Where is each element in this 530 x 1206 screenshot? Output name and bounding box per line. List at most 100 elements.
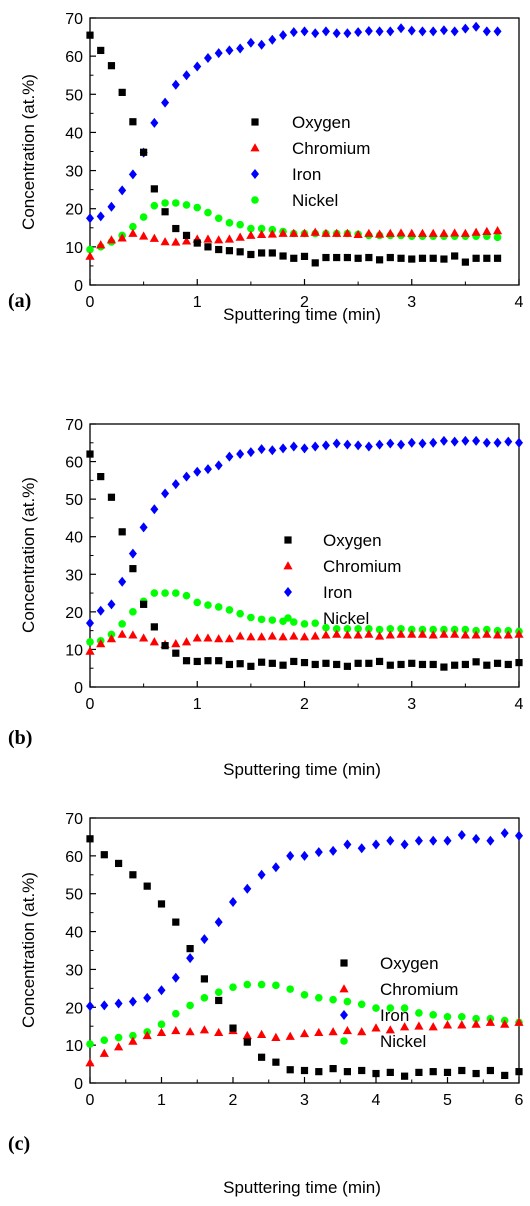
data-point-iron — [225, 451, 234, 462]
y-tick-label: 50 — [65, 887, 83, 904]
data-point-iron — [450, 26, 459, 37]
x-tick-label: 0 — [86, 294, 95, 311]
data-point-nickel — [315, 994, 323, 1002]
x-tick-label: 4 — [515, 294, 524, 311]
data-point-chromium — [139, 231, 149, 240]
data-point-iron — [332, 28, 341, 39]
data-point-oxygen — [333, 253, 341, 262]
data-point-oxygen — [258, 1053, 266, 1061]
data-point-chromium — [310, 631, 320, 640]
data-point-chromium — [85, 1058, 95, 1067]
data-point-oxygen — [86, 31, 94, 39]
data-point-oxygen — [229, 1024, 237, 1032]
data-point-iron — [300, 443, 309, 454]
data-point-iron — [214, 48, 223, 59]
data-point-nickel — [243, 980, 252, 989]
data-point-chromium — [500, 1019, 510, 1028]
data-point-oxygen — [408, 659, 416, 667]
data-point-nickel — [386, 624, 395, 633]
data-point-chromium — [271, 1032, 281, 1041]
data-point-chromium — [342, 228, 352, 237]
data-point-iron — [418, 438, 427, 449]
data-point-chromium — [396, 228, 406, 237]
data-point-iron — [100, 1000, 109, 1011]
data-point-nickel — [182, 591, 191, 600]
data-point-nickel — [483, 625, 491, 634]
data-point-chromium — [257, 1029, 267, 1038]
data-point-iron — [268, 445, 277, 456]
data-point-chromium — [117, 629, 127, 638]
x-axis-label: Sputtering time (min) — [223, 305, 381, 324]
data-point-nickel — [200, 994, 209, 1002]
data-point-nickel — [461, 625, 470, 634]
y-tick-label: 40 — [65, 125, 83, 142]
data-point-iron — [186, 953, 195, 964]
y-axis-label: Concentration (at.%) — [19, 477, 38, 633]
data-point-oxygen — [236, 660, 244, 668]
data-point-nickel — [386, 1004, 395, 1012]
data-point-iron — [321, 26, 330, 37]
data-point-nickel — [322, 623, 330, 632]
data-point-iron — [96, 605, 105, 616]
data-point-oxygen — [225, 247, 234, 255]
data-point-nickel — [236, 220, 244, 229]
data-point-oxygen — [343, 253, 351, 262]
data-point-nickel — [311, 619, 320, 627]
data-point-chromium — [156, 1027, 167, 1037]
data-point-chromium — [492, 630, 503, 639]
data-point-oxygen — [143, 882, 151, 890]
legend-marker-nickel — [251, 196, 259, 204]
data-point-iron — [225, 45, 234, 56]
data-point-oxygen — [429, 1068, 437, 1076]
data-point-chromium — [96, 638, 106, 648]
data-point-nickel — [257, 615, 266, 624]
data-point-oxygen — [172, 918, 180, 926]
data-point-iron — [343, 28, 352, 39]
data-point-oxygen — [429, 254, 437, 262]
data-point-nickel — [214, 214, 223, 223]
data-point-nickel — [186, 1001, 194, 1010]
data-point-iron — [386, 835, 395, 846]
data-point-nickel — [458, 1012, 466, 1021]
y-tick-label: 30 — [65, 164, 83, 181]
data-point-oxygen — [150, 185, 158, 193]
data-point-oxygen — [258, 249, 266, 257]
data-point-oxygen — [375, 256, 384, 264]
series-iron — [86, 435, 523, 629]
data-point-iron — [114, 998, 123, 1009]
data-point-oxygen — [311, 660, 319, 669]
data-point-iron — [96, 211, 105, 222]
legend-label-nickel: Nickel — [380, 1032, 426, 1051]
data-point-iron — [375, 439, 384, 450]
data-point-chromium — [285, 1031, 295, 1040]
data-point-nickel — [397, 624, 405, 633]
data-point-chromium — [428, 228, 438, 237]
data-point-chromium — [106, 634, 117, 643]
data-point-iron — [243, 883, 252, 894]
data-point-oxygen — [157, 900, 166, 908]
data-point-iron — [161, 97, 170, 108]
data-point-iron — [257, 39, 266, 50]
data-point-chromium — [400, 1022, 410, 1031]
data-point-chromium — [396, 629, 406, 638]
data-point-oxygen — [161, 208, 169, 216]
y-tick-label: 60 — [65, 455, 83, 472]
legend-label-iron: Iron — [380, 1006, 409, 1025]
data-point-oxygen — [97, 473, 105, 481]
data-point-oxygen — [386, 661, 394, 669]
data-point-oxygen — [86, 450, 94, 458]
y-tick-label: 60 — [65, 849, 83, 866]
data-point-nickel — [440, 625, 448, 634]
data-point-iron — [414, 835, 423, 846]
data-point-iron — [504, 436, 513, 447]
data-point-chromium — [364, 228, 374, 237]
data-point-nickel — [129, 1031, 137, 1040]
data-point-iron — [364, 25, 373, 36]
data-point-iron — [193, 466, 202, 477]
data-point-oxygen — [329, 1065, 337, 1073]
y-axis-label: Concentration (at.%) — [19, 872, 38, 1028]
legend-label-iron: Iron — [323, 583, 352, 602]
x-tick-label: 6 — [515, 1092, 524, 1109]
data-point-iron — [118, 185, 127, 196]
